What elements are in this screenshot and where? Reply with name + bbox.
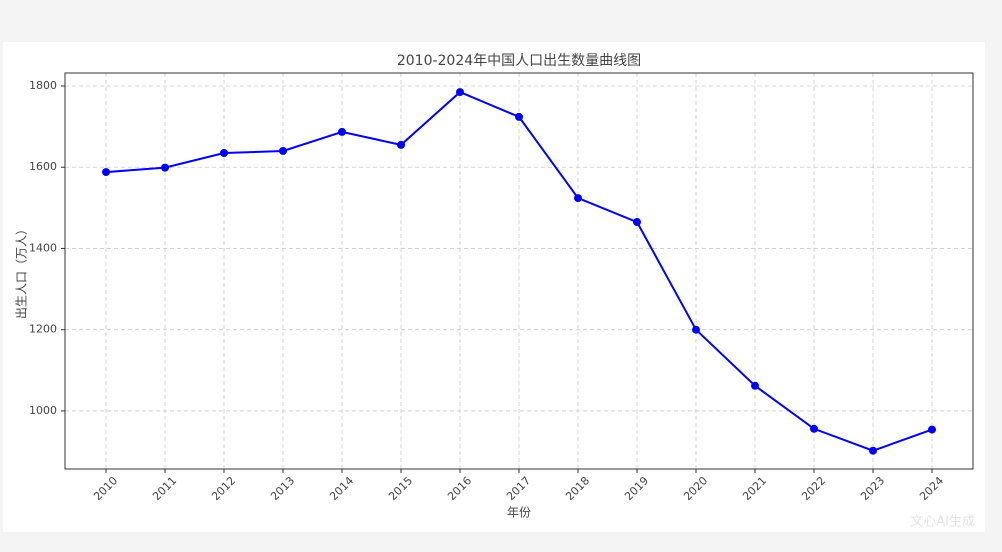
data-point	[810, 424, 818, 433]
panel	[3, 42, 985, 532]
plot-frame	[64, 72, 974, 470]
data-point	[220, 149, 228, 158]
watermark: 文心AI生成	[910, 515, 975, 530]
y-axis-label: 出生人口（万人）	[15, 223, 29, 319]
data-point	[161, 163, 169, 172]
y-tick-label: 1600	[29, 160, 57, 173]
data-point	[397, 140, 405, 149]
y-tick-label: 1000	[29, 404, 57, 417]
data-point	[515, 112, 523, 121]
y-tick-label: 1200	[29, 323, 57, 336]
chart-title: 2010-2024年中国人口出生数量曲线图	[397, 53, 641, 69]
data-point	[633, 218, 641, 227]
data-point	[928, 425, 936, 434]
data-point	[751, 381, 759, 390]
x-axis-label: 年份	[507, 506, 531, 520]
y-tick-label: 1400	[29, 241, 57, 254]
data-point	[869, 446, 877, 455]
data-point	[102, 168, 110, 177]
data-point	[338, 127, 346, 136]
y-tick-label: 1800	[29, 79, 57, 92]
data-point	[574, 194, 582, 203]
data-point	[692, 325, 700, 334]
data-point	[456, 88, 464, 97]
data-point	[279, 146, 287, 155]
